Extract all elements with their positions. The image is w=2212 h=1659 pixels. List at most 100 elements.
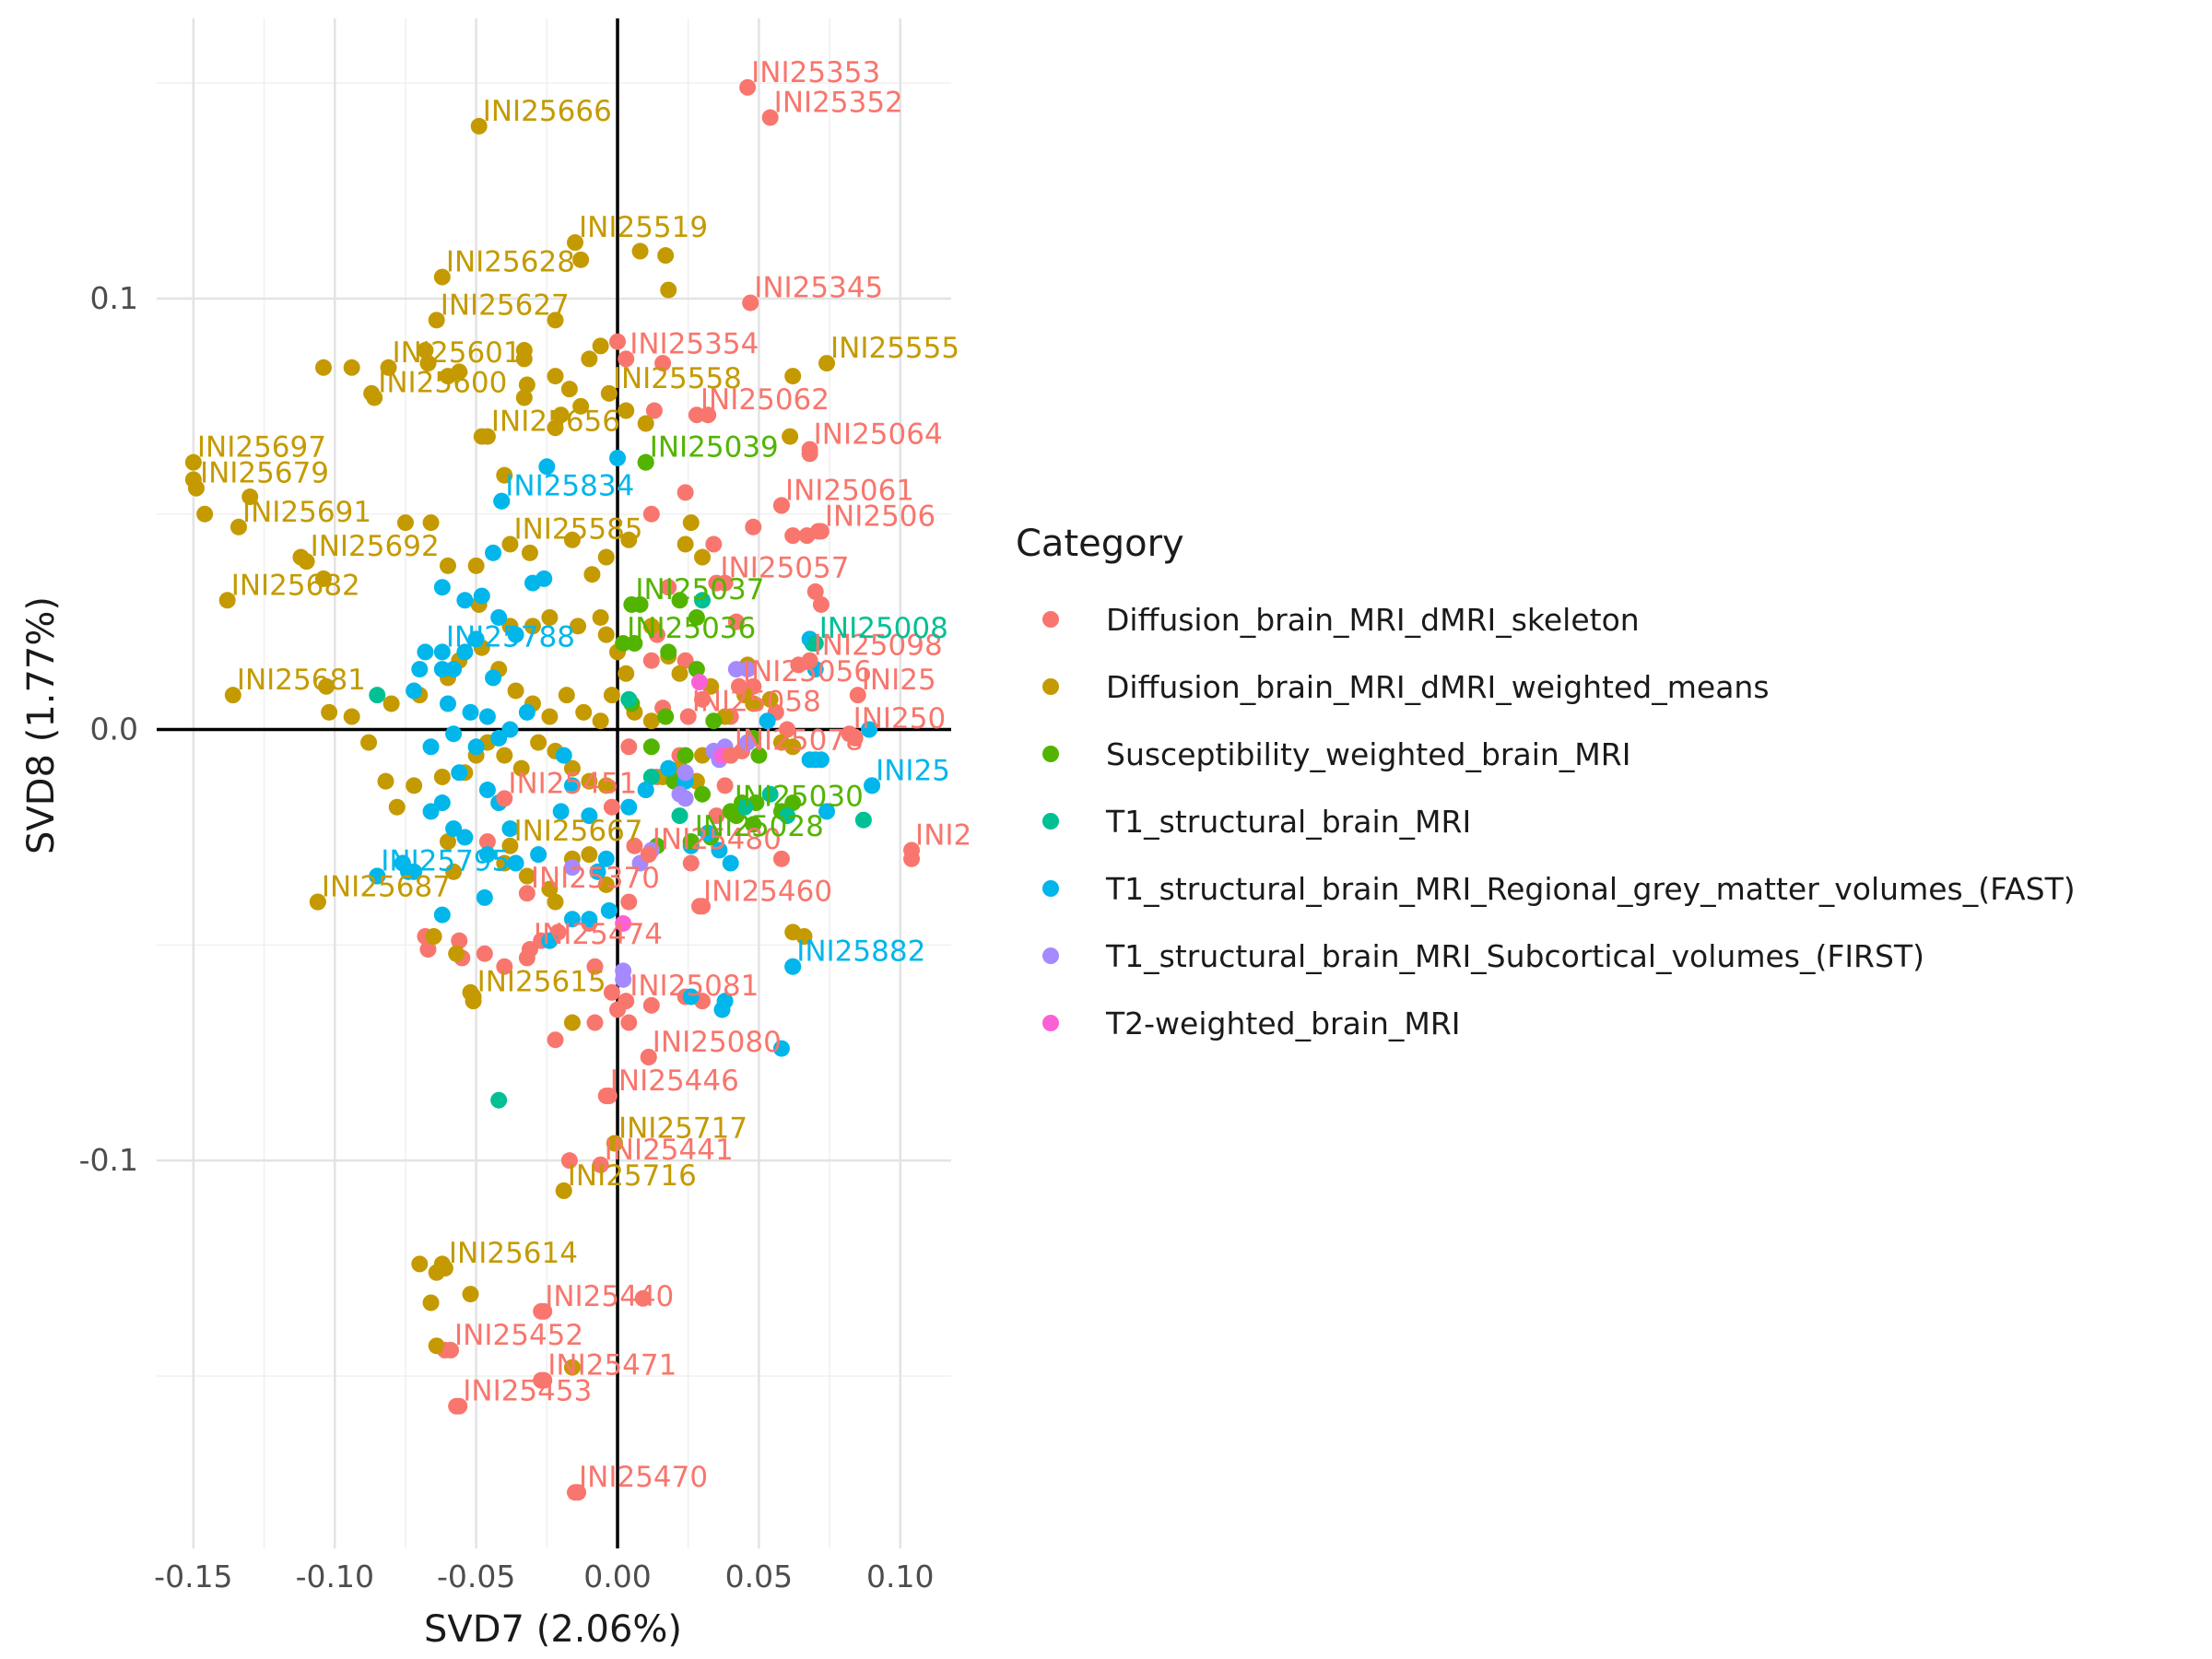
data-point [677, 652, 694, 669]
point-label: INI25039 [650, 431, 779, 465]
data-point [422, 1294, 440, 1312]
legend-label: T2-weighted_brain_MRI [1105, 1006, 1461, 1041]
data-point [439, 368, 456, 385]
y-tick-label: 0.1 [90, 280, 138, 316]
legend-label: T1_structural_brain_MRI_Regional_grey_ma… [1105, 871, 2076, 907]
data-point [309, 893, 326, 911]
data-point [572, 251, 590, 268]
data-point [615, 635, 632, 653]
legend: Category Diffusion_brain_MRI_dMRI_skelet… [1016, 523, 2076, 1041]
data-point [642, 652, 660, 669]
data-point [552, 803, 570, 820]
data-point [541, 708, 559, 725]
data-point [705, 535, 723, 553]
data-point [677, 484, 694, 501]
data-point [490, 1091, 508, 1109]
point-label: INI25078 [735, 724, 864, 758]
data-point [445, 661, 463, 678]
data-point [411, 1255, 429, 1273]
data-point [547, 893, 564, 911]
legend-key [1042, 746, 1059, 762]
data-point [581, 911, 598, 928]
data-point [298, 553, 315, 571]
data-point [422, 803, 440, 820]
data-point [634, 1289, 652, 1307]
data-point [761, 785, 779, 803]
data-point [406, 682, 423, 700]
point-label: INI25474 [534, 918, 663, 951]
data-point [623, 595, 641, 613]
data-point [229, 518, 247, 535]
data-point [467, 557, 485, 574]
data-point [442, 1341, 460, 1359]
point-label: INI25352 [774, 87, 903, 120]
legend-label: T1_structural_brain_MRI_Subcortical_volu… [1105, 938, 1924, 974]
data-point [547, 1031, 564, 1049]
data-point [713, 1001, 731, 1018]
point-label: INI25470 [579, 1461, 708, 1494]
data-point [603, 798, 620, 816]
point-label: INI25062 [700, 383, 830, 417]
data-point [314, 359, 332, 376]
data-point [640, 846, 657, 864]
data-point [196, 505, 214, 523]
data-point [690, 898, 708, 915]
data-point [318, 677, 335, 695]
data-point [343, 359, 360, 376]
point-label: INI250 [853, 702, 947, 735]
data-point [631, 242, 649, 260]
data-point [592, 337, 609, 355]
data-point [618, 665, 635, 682]
data-point [567, 234, 584, 252]
data-point [620, 798, 638, 816]
point-label: INI25 [862, 664, 936, 697]
data-point [563, 911, 581, 928]
data-point [903, 841, 921, 859]
point-label: INI25370 [531, 862, 660, 895]
data-point [618, 993, 635, 1010]
data-point [806, 582, 824, 600]
data-point [535, 570, 553, 587]
point-label: INI25601 [393, 336, 522, 370]
data-point [854, 811, 872, 829]
x-axis-title: SVD7 (2.06%) [424, 1608, 682, 1651]
data-point [314, 570, 332, 587]
data-point [478, 708, 496, 725]
data-point [563, 531, 581, 548]
x-tick-label: -0.10 [296, 1559, 374, 1594]
data-point [745, 518, 762, 535]
point-label: INI25666 [483, 95, 612, 128]
data-point [369, 867, 386, 885]
x-tick-label: -0.05 [437, 1559, 515, 1594]
data-point [406, 863, 423, 880]
data-point [321, 703, 338, 721]
data-point [388, 798, 406, 816]
data-point [694, 785, 712, 803]
data-point [496, 790, 513, 807]
legend-key [1042, 611, 1059, 628]
data-point [547, 419, 564, 437]
data-point [467, 738, 485, 756]
data-point [485, 669, 502, 687]
data-point [620, 690, 638, 708]
data-point [433, 268, 451, 286]
data-point [637, 415, 654, 432]
data-point [501, 837, 519, 854]
data-point [518, 703, 535, 721]
data-point [563, 777, 581, 794]
legend-key [1042, 947, 1059, 964]
point-label: INI25687 [322, 871, 451, 904]
point-label: INI2 [915, 818, 971, 852]
point-label: INI25446 [610, 1065, 739, 1098]
data-point [515, 389, 533, 406]
data-point [682, 854, 700, 872]
data-point [547, 368, 564, 385]
data-point [448, 945, 465, 962]
legend-entries: Diffusion_brain_MRI_dMRI_skeleton Diffusi… [1042, 602, 2076, 1041]
data-point [660, 579, 677, 596]
data-point [428, 1337, 445, 1355]
point-label: INI25717 [618, 1112, 747, 1145]
data-point [671, 665, 688, 682]
data-point [581, 846, 598, 864]
